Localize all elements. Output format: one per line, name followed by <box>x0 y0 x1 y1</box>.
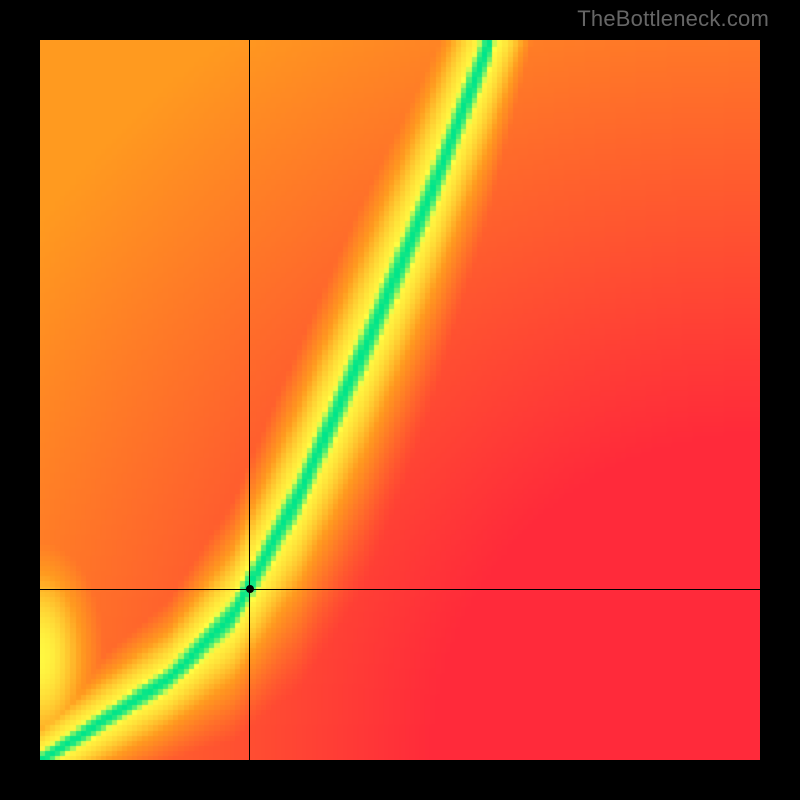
chart-frame: TheBottleneck.com <box>0 0 800 800</box>
crosshair-horizontal-line <box>40 589 760 590</box>
watermark-text: TheBottleneck.com <box>577 6 769 32</box>
crosshair-dot <box>246 585 254 593</box>
plot-border <box>0 0 800 800</box>
crosshair-vertical-line <box>249 40 250 760</box>
